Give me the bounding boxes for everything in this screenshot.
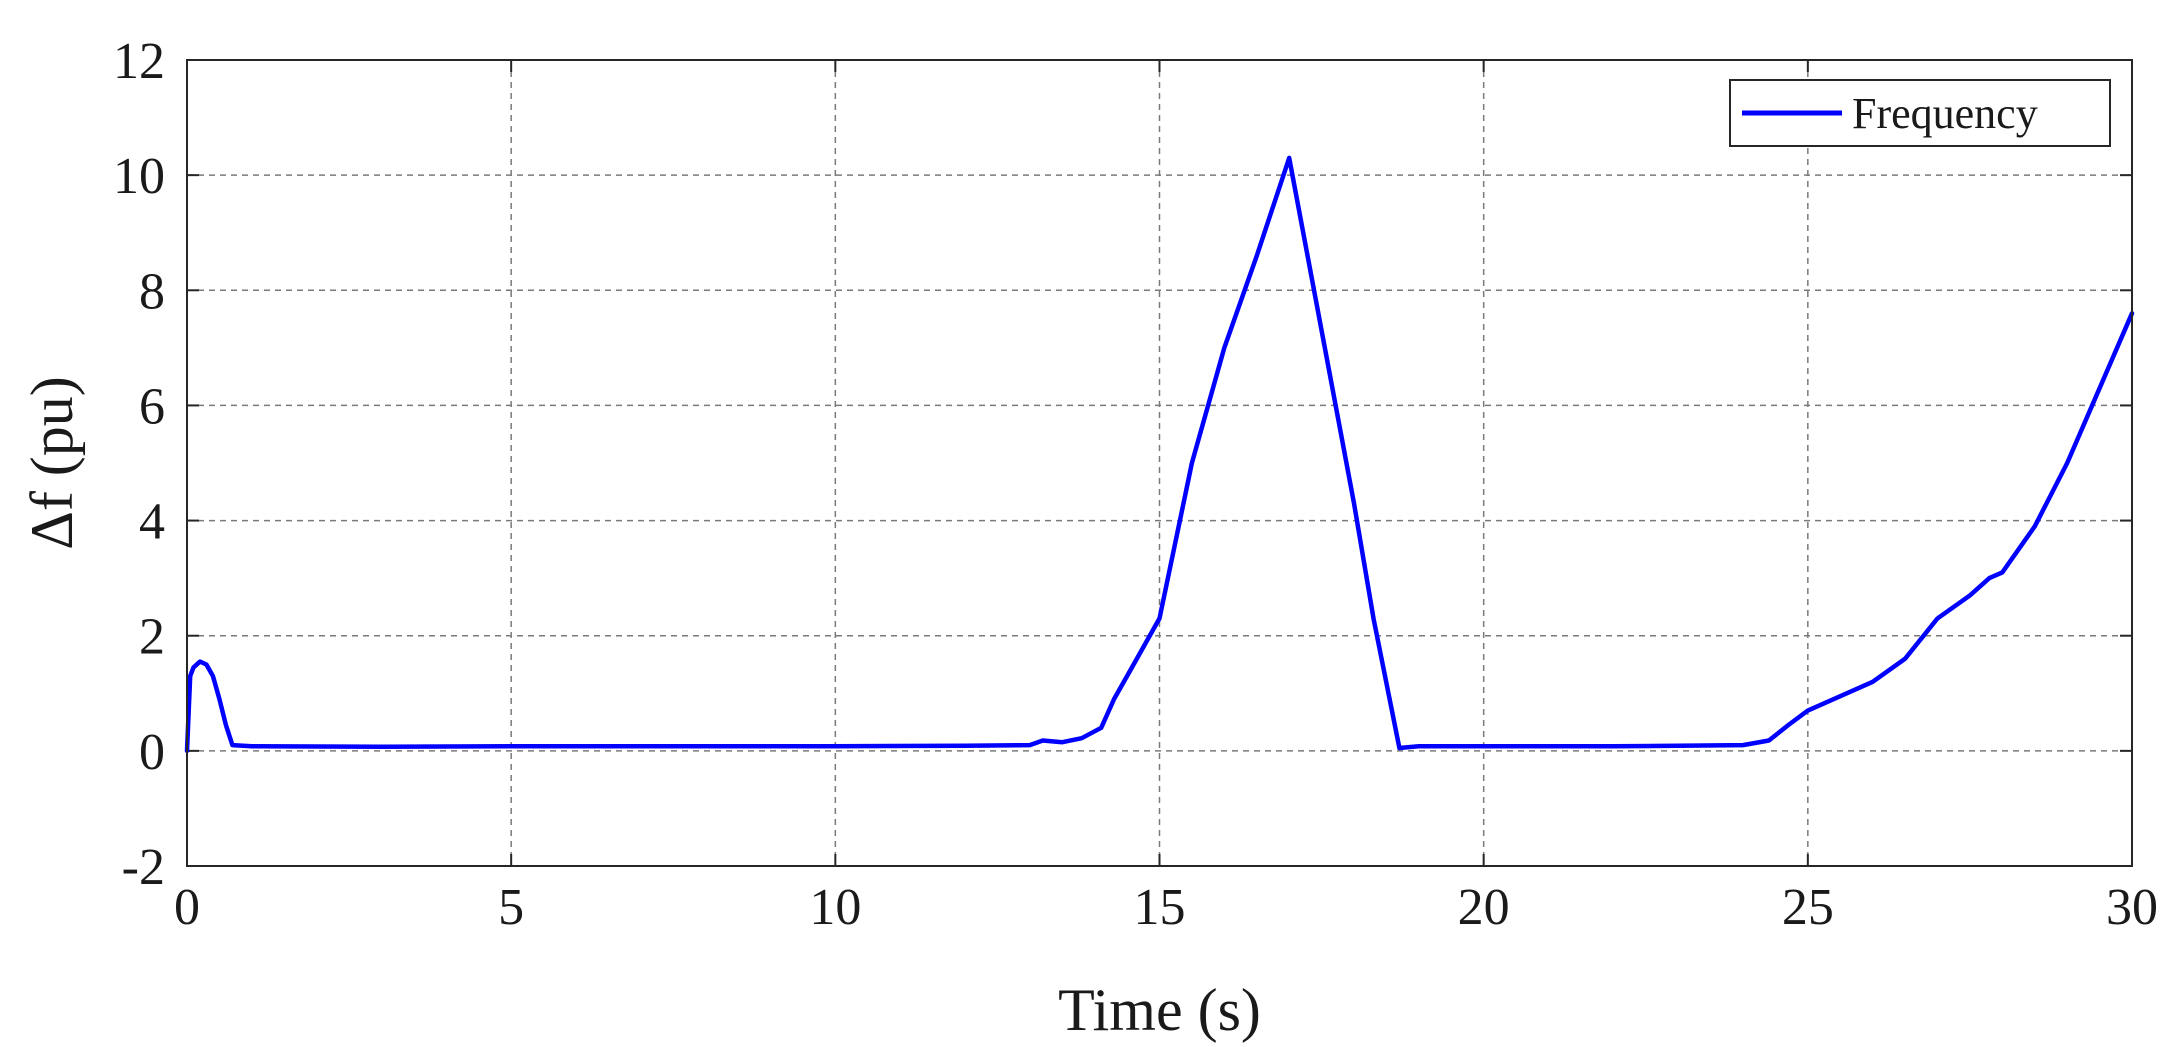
series-layer — [184, 155, 2135, 754]
x-tick-label: 0 — [174, 879, 200, 936]
x-tick-label: 30 — [2106, 879, 2158, 936]
x-tick-label: 25 — [1782, 879, 1834, 936]
y-tick-label: 2 — [139, 609, 165, 666]
plot-area-frame — [186, 59, 2133, 867]
y-tick-label: 4 — [139, 494, 165, 551]
x-tick-label: 15 — [1134, 879, 1186, 936]
y-tick-label: 10 — [113, 148, 165, 205]
legend: Frequency — [1729, 79, 2111, 147]
x-tick-label: 5 — [498, 879, 524, 936]
x-tick-label: 20 — [1458, 879, 1510, 936]
grid-lines — [187, 60, 2132, 866]
series-line-frequency — [184, 155, 2135, 754]
y-tick-label: 8 — [139, 263, 165, 320]
y-axis-label: Δf (pu) — [19, 376, 85, 550]
x-tick-label: 10 — [809, 879, 861, 936]
y-tick-label: -2 — [122, 839, 165, 896]
y-tick-label: 6 — [139, 378, 165, 435]
x-axis-label: Time (s) — [1058, 977, 1261, 1043]
legend-label-frequency: Frequency — [1852, 89, 2038, 138]
y-tick-label: 12 — [113, 33, 165, 90]
y-tick-label: 0 — [139, 724, 165, 781]
